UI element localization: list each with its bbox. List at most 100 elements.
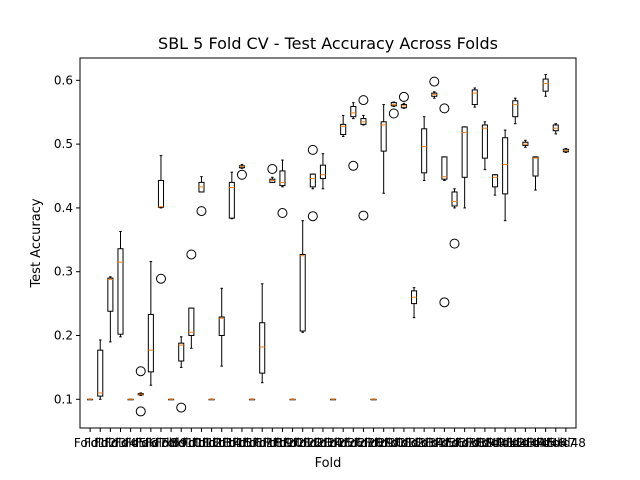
flier-point [236, 169, 247, 180]
box-group [97, 339, 104, 400]
box-group [299, 220, 306, 333]
box-group [155, 155, 166, 284]
box-iqr [421, 128, 428, 174]
x-tick-label: Fold21 [273, 436, 313, 450]
box-group [398, 91, 409, 109]
boxes-layer [87, 74, 569, 417]
box-group [502, 129, 509, 222]
x-tick-label: Fold35 [414, 436, 454, 450]
x-tick-label: Fold31 [374, 436, 414, 450]
box-group [267, 164, 278, 183]
box-group [370, 398, 377, 401]
x-tick-label: Fold24 [303, 436, 343, 450]
box-group [289, 398, 296, 401]
flier-point [307, 211, 318, 222]
box-group [168, 398, 175, 401]
x-tick-label: Fold42 [485, 436, 525, 450]
x-axis-label: Fold [315, 456, 342, 471]
box-group [259, 283, 266, 384]
box-group [421, 116, 428, 181]
flier-point [196, 206, 207, 217]
x-tick-label: Fold18 [242, 436, 282, 450]
box-group [562, 148, 569, 153]
flier-point [398, 91, 409, 102]
flier-point [439, 103, 450, 114]
box-iqr [228, 181, 235, 219]
x-tick-label: Fold27 [333, 436, 373, 450]
flier-point [135, 406, 146, 417]
box-iqr [107, 277, 114, 312]
y-axis-label: Test Accuracy [29, 198, 44, 288]
flier-point [155, 273, 166, 284]
box-iqr [279, 170, 286, 187]
plot-area-frame [79, 57, 577, 429]
x-tick-label: Fold33 [394, 436, 434, 450]
box-iqr [340, 123, 347, 136]
x-tick-label: Fold29 [354, 436, 394, 450]
x-tick-label: Fold48 [546, 436, 586, 450]
x-tick-label: Fold28 [343, 436, 383, 450]
box-group [512, 97, 519, 125]
x-tick-label: Fold20 [262, 436, 302, 450]
box-group [522, 139, 529, 148]
x-tick-label: Fold26 [323, 436, 363, 450]
box-iqr [461, 126, 468, 178]
flier-point [439, 297, 450, 308]
y-tick-label: 0.6 [54, 73, 73, 87]
box-group [380, 104, 387, 194]
box-group [471, 87, 478, 108]
box-iqr [178, 342, 185, 362]
box-group [330, 398, 337, 401]
box-iqr [97, 349, 104, 397]
box-iqr [218, 316, 225, 336]
chart-title: SBL 5 Fold CV - Test Accuracy Across Fol… [158, 34, 498, 53]
box-group [348, 102, 359, 171]
box-iqr [512, 100, 519, 118]
x-axis: Fold1Fold2Fold3Fold4Fold5Fold6Fold7Fold8… [74, 428, 586, 450]
x-tick-label: Fold2 [84, 436, 116, 450]
box-group [147, 261, 154, 386]
y-tick-label: 0.2 [54, 329, 73, 343]
x-tick-label: Fold1 [74, 436, 106, 450]
x-tick-label: Fold30 [364, 436, 404, 450]
x-tick-label: Fold45 [515, 436, 555, 450]
x-tick-label: Fold32 [384, 436, 424, 450]
box-group [135, 366, 146, 417]
x-tick-label: Fold14 [202, 436, 242, 450]
x-tick-label: Fold8 [145, 436, 177, 450]
box-iqr [502, 137, 509, 195]
x-tick-label: Fold11 [171, 436, 211, 450]
box-group [491, 174, 499, 196]
box-iqr [380, 121, 387, 152]
flier-point [358, 95, 369, 106]
box-group [249, 398, 256, 401]
box-group [176, 336, 187, 413]
box-iqr [309, 173, 316, 188]
x-tick-label: Fold19 [252, 436, 292, 450]
x-tick-label: Fold7 [135, 436, 167, 450]
x-tick-label: Fold13 [192, 436, 232, 450]
box-group [307, 144, 318, 222]
x-tick-label: Fold47 [536, 436, 576, 450]
flier-point [267, 164, 278, 174]
x-tick-label: Fold41 [475, 436, 515, 450]
box-iqr [451, 191, 458, 207]
box-group [439, 103, 450, 308]
y-tick-label: 0.4 [54, 201, 73, 215]
flier-point [449, 238, 460, 249]
x-tick-label: Fold5 [114, 436, 146, 450]
box-group [552, 123, 559, 135]
box-group [340, 114, 347, 137]
x-tick-label: Fold23 [293, 436, 333, 450]
box-iqr [481, 124, 488, 159]
x-tick-label: Fold34 [404, 436, 444, 450]
box-group [481, 121, 488, 171]
x-tick-label: Fold43 [495, 436, 535, 450]
box-group [218, 287, 225, 367]
box-iqr [117, 248, 124, 335]
box-group [461, 126, 468, 209]
box-group [388, 101, 399, 119]
x-tick-label: Fold10 [161, 436, 201, 450]
x-tick-label: Fold22 [283, 436, 323, 450]
